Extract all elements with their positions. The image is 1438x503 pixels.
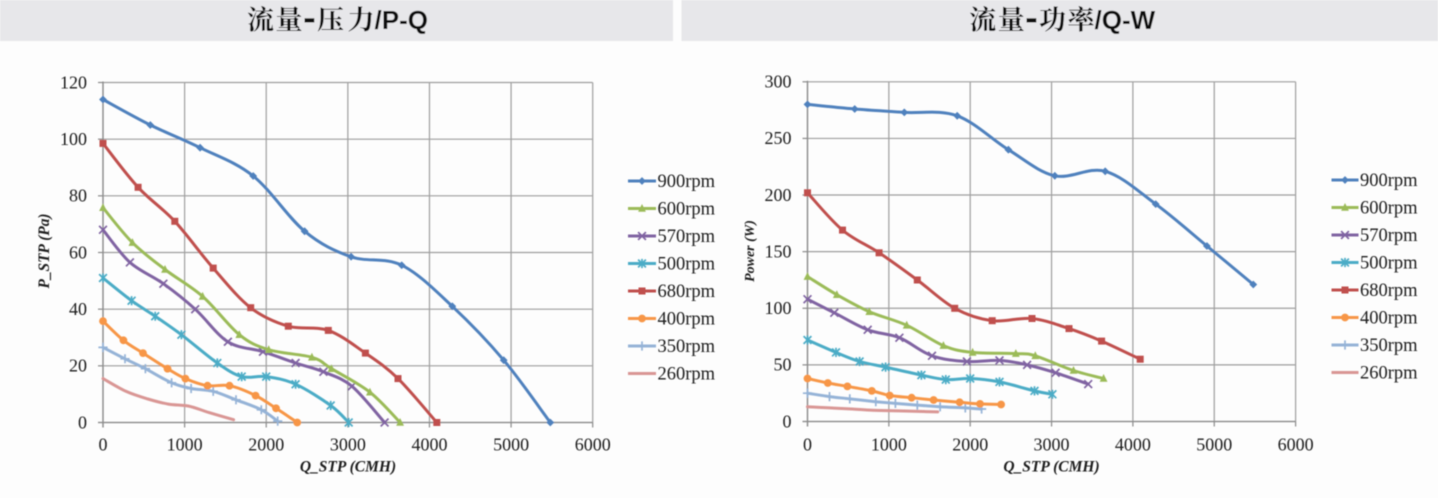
svg-text:150: 150 [765,241,792,261]
svg-text:Q_STP (CMH): Q_STP (CMH) [300,459,396,476]
svg-text:0: 0 [99,435,108,455]
svg-text:260rpm: 260rpm [1360,364,1418,384]
svg-text:/Q-W: /Q-W [1095,5,1156,35]
svg-text:200: 200 [765,185,792,205]
svg-text:6000: 6000 [1278,435,1314,455]
svg-text:570rpm: 570rpm [658,227,716,247]
svg-text:3000: 3000 [330,435,366,455]
svg-text:300: 300 [765,72,792,92]
svg-text:0: 0 [783,411,792,431]
svg-text:3000: 3000 [1034,435,1070,455]
svg-text:400rpm: 400rpm [1360,309,1418,329]
svg-text:5000: 5000 [493,435,529,455]
svg-text:120: 120 [60,72,87,92]
svg-text:Q_STP (CMH): Q_STP (CMH) [1003,459,1099,476]
svg-text:500rpm: 500rpm [658,255,716,275]
svg-text:2000: 2000 [248,435,284,455]
svg-text:4000: 4000 [1115,435,1151,455]
svg-text:570rpm: 570rpm [1360,226,1418,246]
svg-text:100: 100 [765,298,792,318]
svg-text:0: 0 [803,435,812,455]
svg-text:P_STP (Pa): P_STP (Pa) [36,213,53,288]
svg-text:1000: 1000 [167,435,203,455]
svg-text:Power (W): Power (W) [743,220,758,282]
svg-text:350rpm: 350rpm [658,337,716,357]
svg-text:0: 0 [78,412,87,432]
svg-text:5000: 5000 [1196,435,1232,455]
svg-text:20: 20 [69,356,87,376]
svg-text:40: 40 [69,299,87,319]
svg-text:50: 50 [774,355,792,375]
svg-text:600rpm: 600rpm [658,200,716,220]
svg-text:500rpm: 500rpm [1360,254,1418,274]
svg-text:/P-Q: /P-Q [375,5,428,35]
svg-text:80: 80 [69,186,87,206]
svg-text:2000: 2000 [952,435,988,455]
svg-text:1000: 1000 [871,435,907,455]
svg-text:350rpm: 350rpm [1360,336,1418,356]
svg-text:680rpm: 680rpm [1360,281,1418,301]
svg-text:900rpm: 900rpm [658,172,716,192]
svg-text:250: 250 [765,128,792,148]
svg-text:600rpm: 600rpm [1360,199,1418,219]
svg-text:100: 100 [60,129,87,149]
svg-text:6000: 6000 [575,435,611,455]
svg-text:260rpm: 260rpm [658,365,716,385]
svg-text:680rpm: 680rpm [658,282,716,302]
svg-text:60: 60 [69,242,87,262]
svg-text:4000: 4000 [411,435,447,455]
svg-text:400rpm: 400rpm [658,310,716,330]
svg-text:900rpm: 900rpm [1360,171,1418,191]
